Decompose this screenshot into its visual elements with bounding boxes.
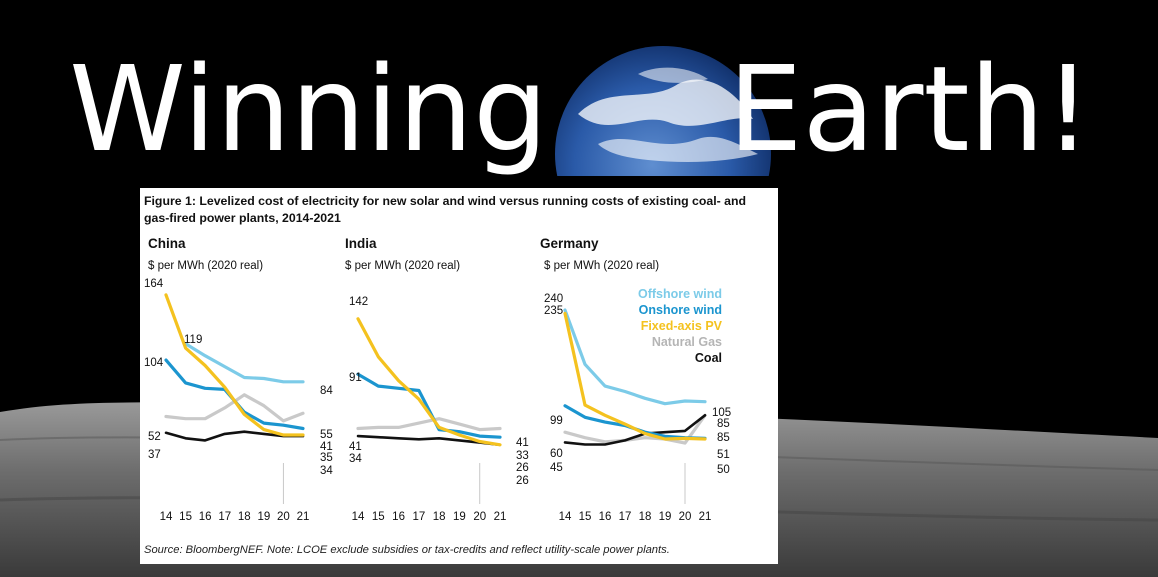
slide-title: Winning Earth! [0, 24, 1158, 184]
legend-item-coal: Coal [695, 351, 722, 365]
data-label: 235 [544, 305, 563, 317]
data-label: 34 [320, 465, 333, 477]
series-line-natural-gas [356, 417, 502, 432]
panel-title-china: China [148, 236, 186, 251]
title-winning: Winning [69, 40, 548, 178]
legend-item-fixed-axis-pv: Fixed-axis PV [641, 319, 723, 333]
data-label: 33 [516, 450, 529, 462]
data-label: 85 [717, 418, 730, 430]
series-line-offshore-wind [184, 342, 305, 384]
data-label: 52 [148, 431, 161, 443]
x-tick-label: 14 [160, 511, 173, 523]
series-line-fixed-axis-pv [164, 293, 305, 437]
data-label: 26 [516, 462, 529, 474]
data-label: 60 [550, 448, 563, 460]
x-tick-label: 15 [179, 511, 192, 523]
data-label: 91 [349, 372, 362, 384]
x-tick-label: 18 [433, 511, 446, 523]
x-tick-label: 20 [473, 511, 486, 523]
x-tick-label: 17 [412, 511, 425, 523]
data-label: 240 [544, 293, 563, 305]
data-label: 104 [144, 357, 164, 369]
data-label: 41 [516, 437, 529, 449]
panel-unit-china: $ per MWh (2020 real) [148, 260, 264, 272]
data-label: 26 [516, 475, 529, 487]
data-label: 35 [320, 452, 333, 464]
x-tick-label: 20 [679, 511, 692, 523]
x-tick-label: 19 [453, 511, 466, 523]
data-label: 41 [349, 441, 362, 453]
x-tick-label: 18 [238, 511, 251, 523]
title-earth: Earth! [728, 40, 1092, 178]
data-label: 99 [550, 415, 563, 427]
x-tick-label: 21 [494, 511, 507, 523]
data-label: 51 [717, 449, 730, 461]
panel-unit-germany: $ per MWh (2020 real) [544, 260, 660, 272]
legend: Offshore wind Onshore wind Fixed-axis PV Na… [638, 287, 723, 365]
figure-card: Figure 1: Levelized cost of electricity … [140, 188, 778, 564]
data-label: 119 [184, 334, 202, 346]
series-line-natural-gas [563, 413, 707, 445]
data-label: 37 [148, 449, 161, 461]
x-tick-label: 16 [599, 511, 612, 523]
x-tick-label: 17 [218, 511, 231, 523]
x-tick-label: 18 [639, 511, 652, 523]
x-tick-label: 15 [579, 511, 592, 523]
data-label: 34 [349, 453, 362, 465]
x-tick-label: 17 [619, 511, 632, 523]
panel-unit-india: $ per MWh (2020 real) [345, 260, 461, 272]
data-label: 55 [320, 429, 333, 441]
data-label: 85 [717, 432, 730, 444]
figure-source: Source: BloombergNEF. Note: LCOE exclude… [144, 544, 670, 556]
data-label: 84 [320, 385, 333, 397]
x-tick-label: 19 [257, 511, 270, 523]
series-line-offshore-wind [563, 308, 707, 406]
legend-item-natural-gas: Natural Gas [652, 335, 722, 349]
data-label: 105 [712, 407, 731, 419]
x-tick-label: 21 [297, 511, 310, 523]
series-line-coal [356, 434, 502, 447]
charts-svg: 14 15 16 17 18 19 20 21164119104523784554135341… [144, 278, 731, 523]
earth-image [555, 46, 771, 176]
data-label: 164 [144, 278, 164, 290]
panel-title-india: India [345, 236, 377, 251]
figure-title: Figure 1: Levelized cost of electricity … [144, 194, 746, 225]
data-label: 50 [717, 464, 730, 476]
series-line-fixed-axis-pv [356, 317, 502, 447]
series-line-onshore-wind [356, 372, 502, 439]
legend-item-offshore-wind: Offshore wind [638, 287, 722, 301]
series-line-coal [563, 414, 707, 446]
data-label: 41 [320, 441, 333, 453]
legend-item-onshore-wind: Onshore wind [639, 303, 722, 317]
series-line-fixed-axis-pv [563, 311, 707, 441]
data-label: 142 [349, 296, 368, 308]
x-tick-label: 14 [352, 511, 365, 523]
series-line-onshore-wind [563, 404, 707, 440]
x-tick-label: 15 [372, 511, 385, 523]
data-label: 45 [550, 462, 563, 474]
x-tick-label: 21 [699, 511, 712, 523]
x-tick-label: 16 [199, 511, 212, 523]
panel-title-germany: Germany [540, 236, 599, 251]
x-tick-label: 16 [392, 511, 405, 523]
x-tick-label: 20 [277, 511, 290, 523]
x-tick-label: 14 [559, 511, 572, 523]
x-tick-label: 19 [659, 511, 672, 523]
